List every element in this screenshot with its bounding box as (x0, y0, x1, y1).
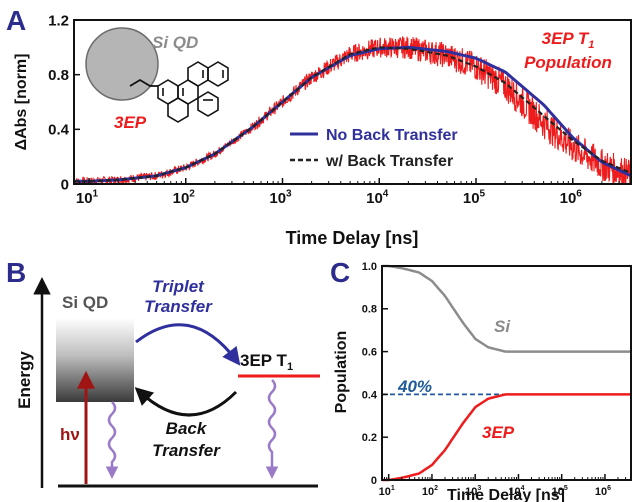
back-transfer-label-1: Back (166, 419, 208, 438)
population-label-line2: Population (524, 53, 612, 72)
triplet-level-label-main: 3EP T (240, 351, 288, 370)
panel-c-x-tick-label: 101 (379, 485, 395, 498)
si-qd-molecule-illustration: Si QD 3EP (85, 27, 229, 132)
panel-a-legend: No Back Transfer w/ Back Transfer (290, 127, 458, 170)
panel-c-y-axis-label: Population (333, 331, 350, 414)
population-label-sub: 1 (588, 39, 594, 51)
panel-c-y-tick-label: 0.6 (362, 346, 377, 358)
panel-c-x-tick-exponent: 6 (607, 485, 611, 492)
back-transfer-label-2: Transfer (152, 441, 221, 460)
panel-a-y-tick-label: 0.4 (48, 122, 70, 139)
panel-a-x-tick-exponent: 6 (576, 188, 582, 199)
panel-a-x-tick-exponent: 3 (286, 188, 292, 199)
panel-c-x-tick-base: 10 (465, 486, 477, 498)
percent-label: 40% (397, 377, 432, 396)
panel-c-x-tick-base: 10 (552, 486, 564, 498)
linker-chain (129, 78, 158, 87)
panel-a-x-tick-exponent: 5 (480, 188, 486, 199)
panel-c-x-tick-base: 10 (508, 486, 520, 498)
triplet-transfer-label-2: Transfer (144, 297, 213, 316)
panel-a-x-tick-base: 10 (463, 190, 480, 207)
panel-a-y-tick-label: 0 (61, 176, 69, 193)
triplet-level-label-sub: 1 (287, 361, 293, 373)
panel-a-y-tick-label: 0.8 (48, 67, 69, 84)
panel-a-x-axis-label: Time Delay [ns] (286, 228, 419, 248)
panel-a-x-tick-label: 102 (173, 188, 196, 207)
panel-c-y-tick-label: 0.4 (362, 389, 378, 401)
panel-c-y-tick-label: 0 (371, 475, 377, 487)
legend-label-with-back-transfer: w/ Back Transfer (325, 153, 453, 170)
perylene-molecule (157, 61, 229, 123)
qd-emission-wavy-arrow (105, 401, 119, 479)
panel-c-x-tick-label: 104 (508, 485, 524, 498)
series-label-si: Si (494, 317, 511, 336)
panel-c-x-tick-base: 10 (379, 486, 391, 498)
si-qd-band-label: Si QD (62, 293, 108, 312)
triplet-emission-wavy-arrow (265, 379, 279, 479)
panel-c-x-tick-label: 105 (552, 485, 568, 498)
series-with-back-transfer-line (74, 46, 631, 183)
population-label-main: 3EP T (542, 29, 590, 48)
panel-a-y-tick-label: 1.2 (48, 12, 69, 29)
panel-a-x-tick-label: 104 (366, 188, 389, 207)
si-qd-circle (85, 27, 159, 101)
panel-c-frame (381, 265, 632, 481)
panel-c-x-tick-exponent: 5 (564, 485, 568, 492)
series-3ep-line (382, 393, 631, 482)
series-label-3ep: 3EP (482, 423, 515, 442)
panel-c-x-tick-label: 106 (595, 485, 611, 498)
panel-a-x-tick-label: 105 (463, 188, 486, 207)
panel-c-x-tick-label: 103 (465, 485, 481, 498)
panel-a-x-tick-exponent: 2 (189, 188, 195, 199)
excitation-label: hν (60, 425, 80, 444)
panel-c-x-tick-exponent: 1 (391, 485, 395, 492)
panel-a-x-tick-exponent: 4 (383, 188, 389, 199)
panel-c-x-tick-exponent: 2 (434, 485, 438, 492)
triplet-transfer-arrow (135, 323, 241, 366)
panel-a-x-tick-base: 10 (173, 190, 190, 207)
panel-a-x-tick-base: 10 (560, 190, 577, 207)
panel-c-y-tick-label: 0.8 (362, 304, 377, 316)
population-label-line1: 3EP T1 (542, 29, 595, 51)
triplet-level-label: 3EP T1 (240, 351, 293, 373)
panel-b-label: B (6, 257, 26, 288)
panel-a-label: A (6, 5, 26, 36)
panel-c-y-tick-label: 0.2 (362, 432, 377, 444)
series-no-back-transfer-line (74, 45, 631, 183)
panel-c-x-tick-exponent: 3 (477, 485, 481, 492)
panel-b: B Energy Si QD 3EP T1 Triplet Transfer B… (6, 257, 320, 488)
si-qd-band (56, 318, 134, 402)
molecule-label: 3EP (114, 113, 147, 132)
panel-c-plot-area (382, 264, 631, 482)
energy-axis-label: Energy (15, 351, 34, 409)
panel-c-x-tick-base: 10 (595, 486, 607, 498)
panel-c-y-tick-label: 1.0 (362, 261, 377, 273)
series-si-line (382, 264, 631, 353)
panel-a-x-tick-label: 103 (269, 188, 292, 207)
panel-a-x-tick-base: 10 (76, 190, 93, 207)
panel-c-label: C (330, 257, 350, 288)
panel-a-x-tick-label: 106 (560, 188, 583, 207)
panel-a-x-tick-base: 10 (269, 190, 286, 207)
panel-a-plot-area (74, 36, 631, 184)
panel-a-frame (73, 19, 632, 185)
si-qd-label: Si QD (152, 33, 198, 52)
panel-c-x-tick-base: 10 (422, 486, 434, 498)
panel-c-x-axis-label: Time Delay [ns] (447, 487, 565, 502)
triplet-transfer-label-1: Triplet (152, 277, 205, 296)
panel-a-y-axis-label: ΔAbs [norm] (13, 54, 30, 151)
panel-a-x-tick-base: 10 (366, 190, 383, 207)
legend-label-no-back-transfer: No Back Transfer (326, 127, 458, 144)
back-transfer-arrow (134, 387, 238, 417)
panel-a-x-tick-exponent: 1 (93, 188, 99, 199)
panel-a-x-tick-label: 101 (76, 188, 99, 207)
panel-c-x-tick-exponent: 4 (521, 485, 525, 492)
panel-c-x-tick-label: 102 (422, 485, 438, 498)
